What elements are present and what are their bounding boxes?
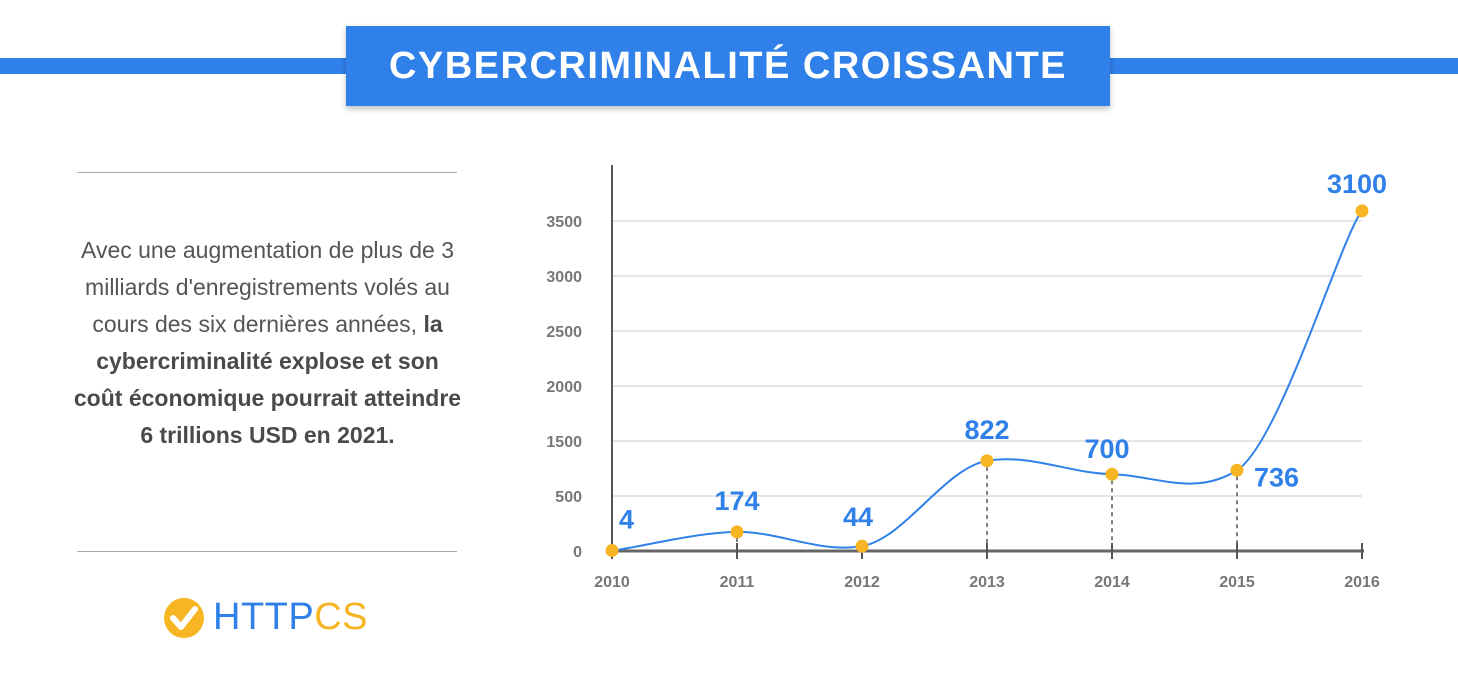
y-tick-label: 2500 (546, 324, 582, 341)
title-banner: CYBERCRIMINALITÉ CROISSANTE (346, 26, 1110, 106)
data-point (730, 525, 744, 539)
x-tick-label: 2012 (844, 574, 880, 591)
divider-bottom (77, 551, 457, 552)
logo-text-cs: CS (314, 596, 369, 638)
y-tick-label: 3500 (546, 214, 582, 231)
y-tick-label: 1500 (546, 434, 582, 451)
data-label: 736 (1254, 462, 1299, 492)
data-point (1355, 204, 1369, 218)
y-tick-label: 0 (573, 544, 582, 561)
x-tick-label: 2016 (1344, 574, 1380, 591)
data-point (1230, 463, 1244, 477)
y-tick-label: 500 (555, 489, 582, 506)
data-label: 3100 (1327, 169, 1387, 199)
divider-top (77, 172, 457, 173)
data-point (855, 539, 869, 553)
series-line (611, 210, 1363, 552)
data-point (605, 544, 619, 558)
y-tick-label: 3000 (546, 269, 582, 286)
data-label: 822 (964, 415, 1009, 445)
page-title: CYBERCRIMINALITÉ CROISSANTE (388, 44, 1068, 87)
logo-text-http: HTTP (213, 596, 315, 638)
x-tick-label: 2010 (594, 574, 630, 591)
data-label: 4 (619, 505, 634, 535)
check-circle-icon (164, 597, 204, 638)
x-tick-label: 2013 (969, 574, 1005, 591)
description-bold: la cybercriminalité explose et son coût … (73, 311, 462, 448)
x-tick-label: 2011 (720, 574, 755, 591)
data-label: 700 (1084, 434, 1129, 464)
description: Avec une augmentation de plus de 3 milli… (70, 232, 465, 454)
description-regular: Avec une augmentation de plus de 3 milli… (81, 237, 454, 337)
data-label: 44 (843, 502, 873, 532)
data-label: 174 (714, 486, 759, 516)
httpcs-logo: HTTPCS (163, 596, 368, 639)
data-point (980, 454, 994, 468)
data-point (1105, 467, 1119, 481)
x-tick-label: 2015 (1219, 574, 1255, 591)
x-tick-label: 2014 (1094, 574, 1130, 591)
y-tick-label: 2000 (546, 379, 582, 396)
